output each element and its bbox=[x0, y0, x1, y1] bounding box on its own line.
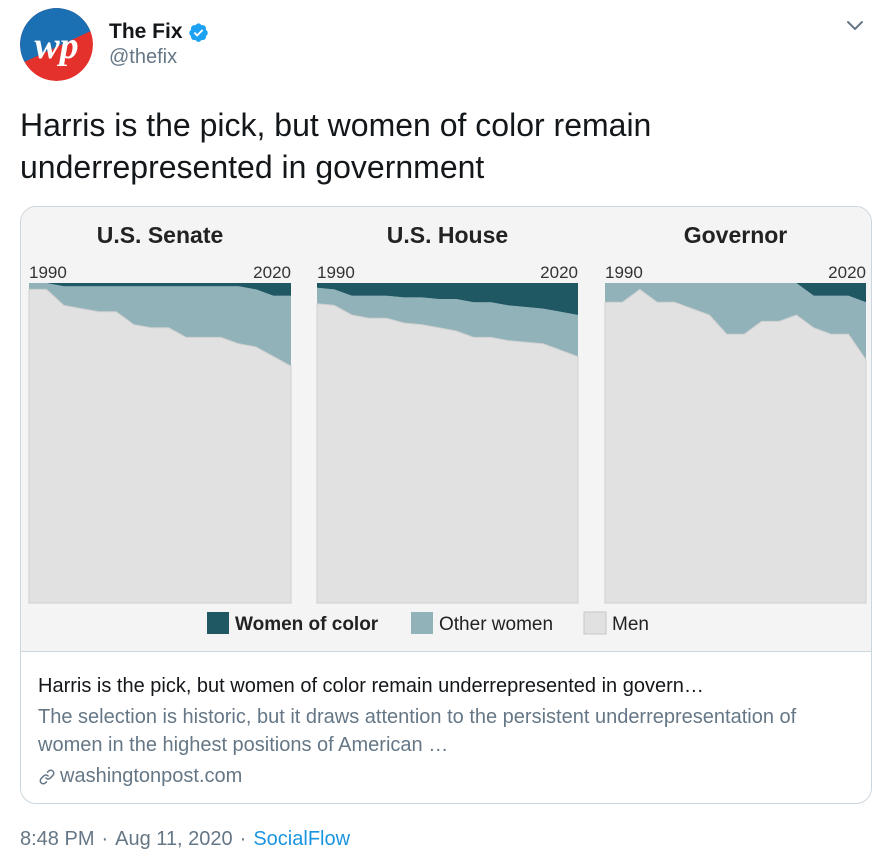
series-other-women-area bbox=[29, 283, 291, 367]
series-men-area bbox=[317, 303, 578, 603]
series-women-of-color-area bbox=[605, 283, 866, 303]
series-men-area bbox=[29, 289, 291, 603]
separator-dot: · bbox=[239, 828, 247, 850]
chart-panel-0: U.S. Senate 1990 2020 bbox=[28, 222, 292, 604]
series-men-outline bbox=[604, 288, 867, 604]
tweet-header: wp The Fix @thefix bbox=[20, 8, 870, 84]
link-icon bbox=[39, 769, 55, 784]
series-men-outline bbox=[28, 288, 292, 604]
avatar[interactable]: wp bbox=[20, 8, 93, 81]
chart-title: U.S. Senate bbox=[97, 222, 224, 248]
legend-label: Men bbox=[612, 614, 649, 635]
card-text: Harris is the pick, but women of color r… bbox=[38, 673, 858, 788]
tick-label-start: 1990 bbox=[605, 263, 643, 282]
tick-label-end: 2020 bbox=[540, 263, 578, 282]
tweet-date[interactable]: Aug 11, 2020 bbox=[115, 828, 233, 850]
chart-panel-1: U.S. House 1990 2020 bbox=[316, 222, 579, 604]
avatar-text: wp bbox=[34, 25, 78, 67]
series-men-area bbox=[605, 289, 866, 603]
chart-panel-2: Governor 1990 2020 bbox=[604, 222, 867, 604]
card-title: Harris is the pick, but women of color r… bbox=[38, 675, 704, 697]
chart-title: U.S. House bbox=[387, 222, 508, 248]
legend-label: Other women bbox=[439, 614, 553, 635]
legend-label: Women of color bbox=[235, 614, 379, 635]
chart-legend: Women of color Other women Men bbox=[207, 611, 649, 635]
legend-swatch-men bbox=[583, 611, 607, 635]
card-domain-text: washingtonpost.com bbox=[60, 765, 243, 787]
tweet-time[interactable]: 8:48 PM bbox=[20, 828, 95, 850]
series-women-of-color-area bbox=[317, 283, 578, 315]
link-card[interactable]: U.S. Senate 1990 2020 U.S. House 1990 2020 Gov… bbox=[20, 206, 872, 804]
display-name[interactable]: The Fix bbox=[109, 20, 183, 43]
tick-label-end: 2020 bbox=[828, 263, 866, 282]
handle[interactable]: @thefix bbox=[109, 46, 178, 68]
tick-label-start: 1990 bbox=[317, 263, 355, 282]
card-description: The selection is historic, but it draws … bbox=[38, 706, 797, 756]
name-row: The Fix bbox=[109, 20, 209, 44]
legend-swatch-other-women bbox=[411, 612, 433, 634]
chart-title: Governor bbox=[684, 222, 788, 248]
series-men-outline bbox=[316, 303, 579, 604]
legend-swatch-women-of-color bbox=[207, 612, 229, 634]
verified-badge-icon bbox=[188, 22, 208, 42]
tweet-text: Harris is the pick, but women of color r… bbox=[20, 107, 652, 185]
tick-label-end: 2020 bbox=[253, 263, 291, 282]
washington-post-logo-icon: wp bbox=[20, 8, 93, 81]
tweet-source-link[interactable]: SocialFlow bbox=[253, 828, 351, 850]
separator-dot: · bbox=[101, 828, 109, 850]
card-domain: washingtonpost.com bbox=[38, 765, 858, 788]
tweet-meta: 8:48 PM · Aug 11, 2020 · SocialFlow bbox=[20, 828, 350, 851]
series-other-women-area bbox=[317, 287, 578, 357]
card-image: U.S. Senate 1990 2020 U.S. House 1990 2020 Gov… bbox=[21, 207, 871, 652]
tick-label-start: 1990 bbox=[29, 263, 67, 282]
chevron-down-icon[interactable] bbox=[844, 14, 866, 36]
